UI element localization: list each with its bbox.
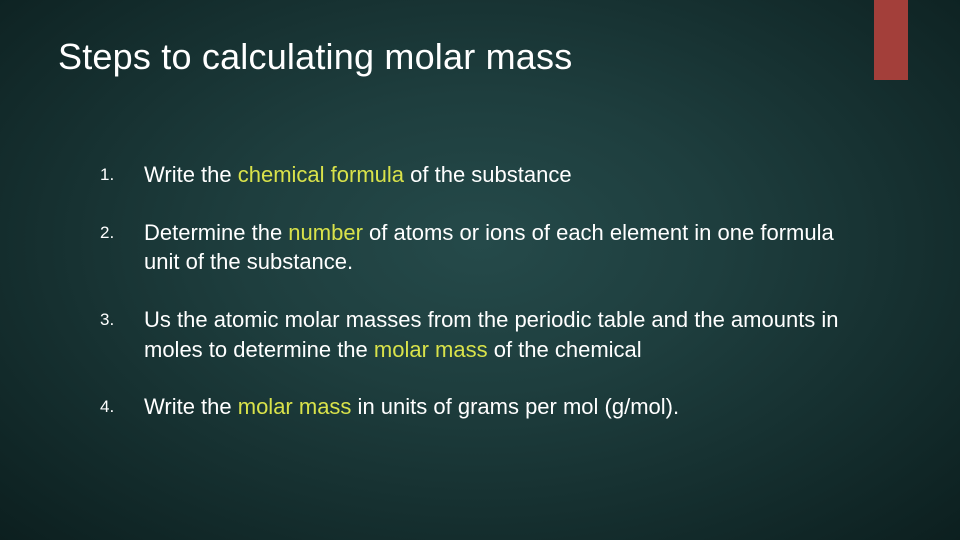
accent-bar (874, 0, 908, 80)
step-text: Determine the (144, 220, 288, 245)
highlight-text: molar mass (238, 394, 352, 419)
steps-list: Write the chemical formula of the substa… (100, 160, 870, 422)
step-item: Write the molar mass in units of grams p… (100, 392, 870, 422)
step-text: of the substance (404, 162, 572, 187)
highlight-text: chemical formula (238, 162, 404, 187)
step-item: Us the atomic molar masses from the peri… (100, 305, 870, 364)
step-text: of the chemical (488, 337, 642, 362)
step-text: in units of grams per mol (g/mol). (351, 394, 679, 419)
content-area: Write the chemical formula of the substa… (100, 160, 870, 450)
step-text: Write the (144, 394, 238, 419)
step-item: Write the chemical formula of the substa… (100, 160, 870, 190)
step-text: Write the (144, 162, 238, 187)
highlight-text: molar mass (374, 337, 488, 362)
step-item: Determine the number of atoms or ions of… (100, 218, 870, 277)
slide-title: Steps to calculating molar mass (58, 36, 572, 78)
highlight-text: number (288, 220, 363, 245)
